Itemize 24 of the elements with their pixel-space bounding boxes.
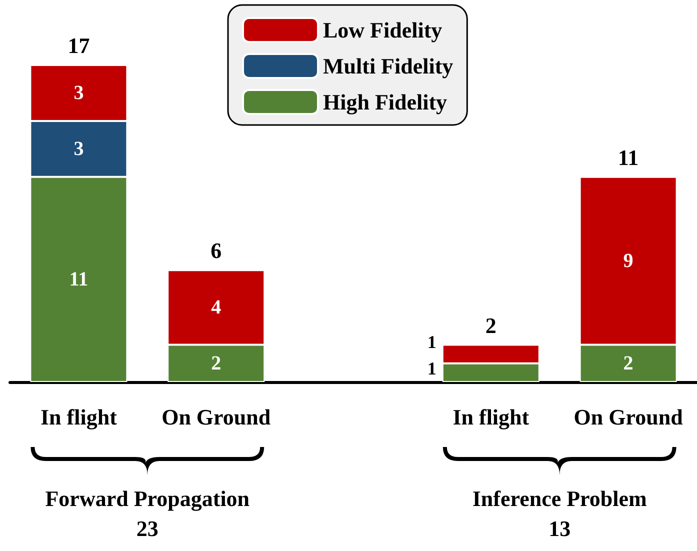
data-label: 1: [427, 358, 436, 379]
x-tick-label: On Ground: [574, 404, 683, 430]
text: Inference Problem: [472, 486, 647, 512]
text: Forward Propagation: [45, 486, 250, 512]
x-tick-label: In flight: [452, 404, 530, 430]
data-label: 2: [623, 352, 634, 374]
data-label: 3: [74, 82, 84, 104]
legend-label: High Fidelity: [323, 90, 448, 114]
text: 13: [548, 516, 571, 542]
total-label: 2: [485, 312, 496, 339]
x-tick-label: In flight: [40, 404, 118, 430]
total-label: 17: [68, 33, 90, 59]
text: 23: [136, 516, 158, 542]
data-label: 11: [69, 268, 88, 290]
data-label: 1: [427, 332, 436, 352]
x-tick-label: On Ground: [162, 404, 271, 430]
legend-label: Low Fidelity: [323, 18, 442, 42]
total-label: 6: [210, 238, 222, 264]
data-label: 3: [74, 138, 84, 160]
data-label: 2: [211, 352, 222, 374]
data-label: 9: [623, 250, 634, 272]
legend-label: Multi Fidelity: [323, 54, 454, 78]
total-label: 11: [618, 144, 639, 171]
data-label: 4: [211, 296, 222, 318]
